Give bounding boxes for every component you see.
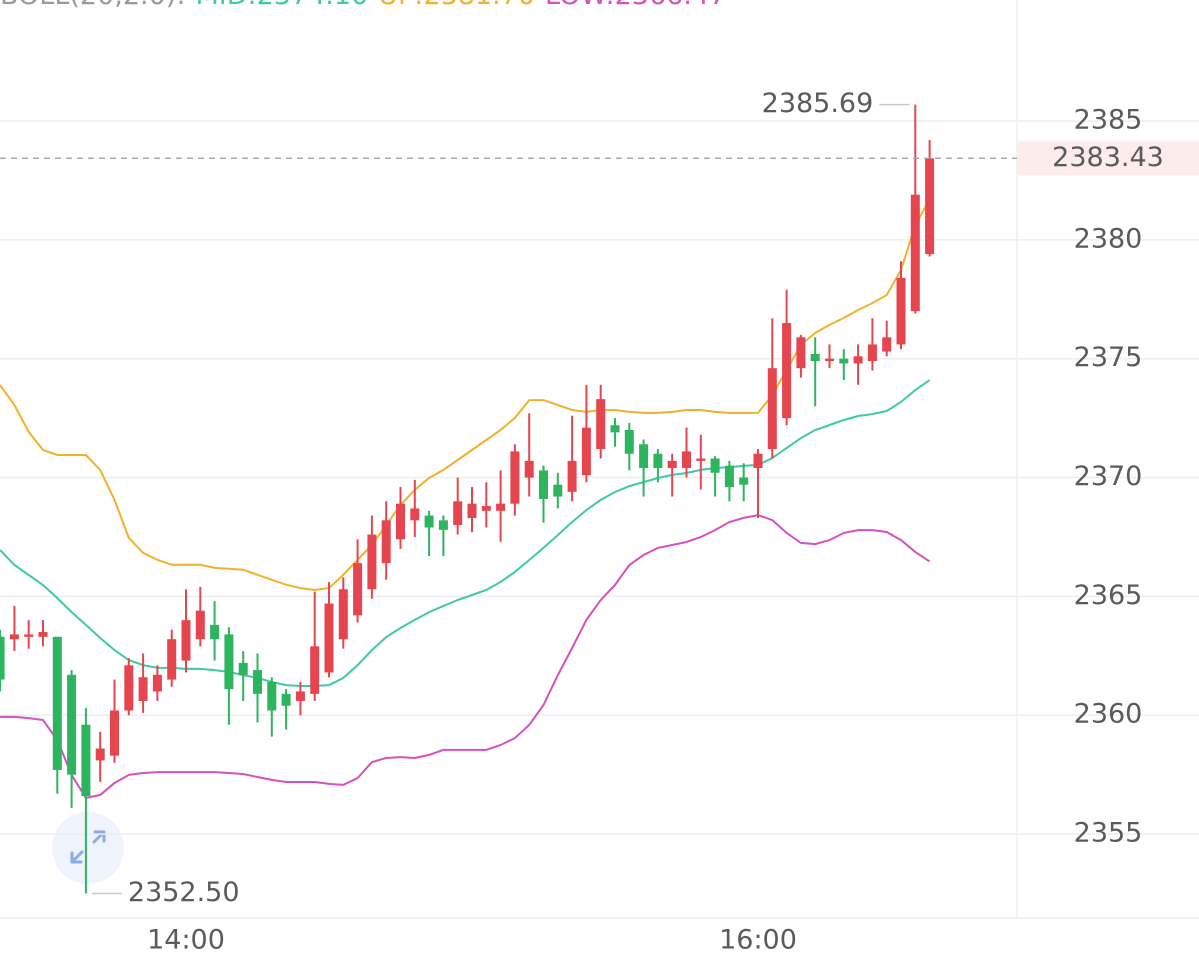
- candle-body: [295, 691, 305, 701]
- candle-body: [195, 610, 205, 640]
- candle-body: [539, 470, 548, 499]
- candle-body: [825, 358, 834, 362]
- candle-body: [910, 194, 920, 312]
- indicator-legend: BOLL(20,2.0): MID:2374.10 UP:2381.70 LOW:23…: [0, 0, 726, 11]
- legend-name: MID:: [195, 0, 256, 11]
- legend-indicator: BOLL(20,2.0):: [0, 0, 185, 11]
- candle-body: [782, 323, 792, 419]
- candle-body: [496, 503, 506, 511]
- candle-body: [596, 399, 606, 450]
- candle-body: [224, 634, 234, 690]
- candle-body: [624, 430, 634, 454]
- candle-body: [882, 337, 892, 352]
- candle-body: [839, 358, 849, 364]
- candle-body: [724, 465, 734, 488]
- legend-value: 2366.47: [615, 0, 727, 11]
- candle-body: [367, 534, 377, 590]
- candle-body: [0, 636, 5, 680]
- candle-body: [581, 427, 591, 476]
- candle-body: [324, 603, 334, 673]
- candle-body: [467, 503, 477, 518]
- candle-body: [267, 681, 277, 711]
- candle-body: [310, 646, 320, 694]
- x-tick-label: 16:00: [719, 925, 797, 956]
- candle-body: [853, 356, 863, 364]
- candle-body: [796, 337, 806, 369]
- candle-body: [553, 484, 563, 497]
- candle-body: [453, 501, 463, 526]
- legend-value: 2374.10: [257, 0, 369, 11]
- candle-body: [682, 451, 691, 469]
- candle-body: [138, 677, 148, 701]
- candle-body: [238, 662, 248, 675]
- y-tick-label: 2385: [1074, 104, 1143, 135]
- candle-body: [524, 460, 534, 478]
- candle-body: [739, 477, 749, 485]
- candle-body: [338, 589, 348, 640]
- candle-body: [896, 277, 906, 345]
- candle-body: [481, 506, 491, 511]
- y-tick-label: 2380: [1074, 223, 1143, 254]
- candle-body: [567, 460, 577, 492]
- y-tick-label: 2370: [1074, 461, 1143, 492]
- boll-line: [0, 379, 931, 687]
- candle-body: [38, 632, 48, 637]
- candle-body: [639, 444, 649, 469]
- candle-body: [110, 710, 119, 756]
- current-price-tag: [1018, 141, 1199, 176]
- candle-body: [52, 636, 62, 770]
- candle-body: [253, 670, 262, 694]
- candle-body: [424, 515, 434, 528]
- candle-body: [167, 639, 177, 680]
- candle-body: [410, 508, 420, 521]
- legend-text: BOLL(20,2.0): MID:2374.10 UP:2381.70 LOW:23…: [0, 0, 726, 11]
- candle-body: [867, 344, 877, 362]
- y-tick-label: 2360: [1074, 699, 1143, 730]
- candle-body: [396, 503, 405, 540]
- max-label: 2385.69: [762, 88, 874, 119]
- candle-body: [81, 724, 91, 797]
- candle-body: [710, 458, 720, 473]
- candle-body: [152, 674, 162, 692]
- min-label: 2352.50: [128, 877, 240, 908]
- candle-body: [510, 451, 520, 504]
- candle-body: [124, 665, 134, 711]
- y-tick-label: 2355: [1074, 818, 1143, 849]
- candle-body: [610, 425, 620, 433]
- legend-name: UP:: [378, 0, 423, 11]
- legend-name: LOW:: [545, 0, 615, 11]
- expand-icon[interactable]: [70, 830, 106, 864]
- candle-body: [67, 674, 77, 775]
- candle-body: [281, 693, 291, 706]
- candle-body: [95, 748, 105, 761]
- candle-body: [9, 634, 19, 640]
- candle-body: [667, 460, 677, 469]
- candle-body: [753, 453, 763, 469]
- legend-value: 2381.70: [423, 0, 535, 11]
- expand-button-bg[interactable]: [52, 812, 124, 884]
- candle-body: [925, 158, 935, 255]
- expand-button[interactable]: [52, 812, 124, 884]
- candle-body: [181, 620, 191, 661]
- candle-body: [353, 563, 363, 616]
- current-price-label: 2383.43: [1052, 142, 1164, 173]
- y-tick-label: 2375: [1074, 342, 1143, 373]
- x-tick-label: 14:00: [147, 925, 225, 956]
- y-tick-label: 2365: [1074, 580, 1143, 611]
- candle-body: [653, 453, 663, 469]
- candle-body: [438, 520, 448, 530]
- candle-body: [696, 458, 706, 461]
- candle-body: [810, 353, 820, 362]
- boll-line: [0, 514, 931, 800]
- candle-body: [381, 520, 391, 564]
- candle-body: [24, 634, 34, 637]
- candle-body: [210, 624, 220, 640]
- candle-body: [767, 368, 777, 450]
